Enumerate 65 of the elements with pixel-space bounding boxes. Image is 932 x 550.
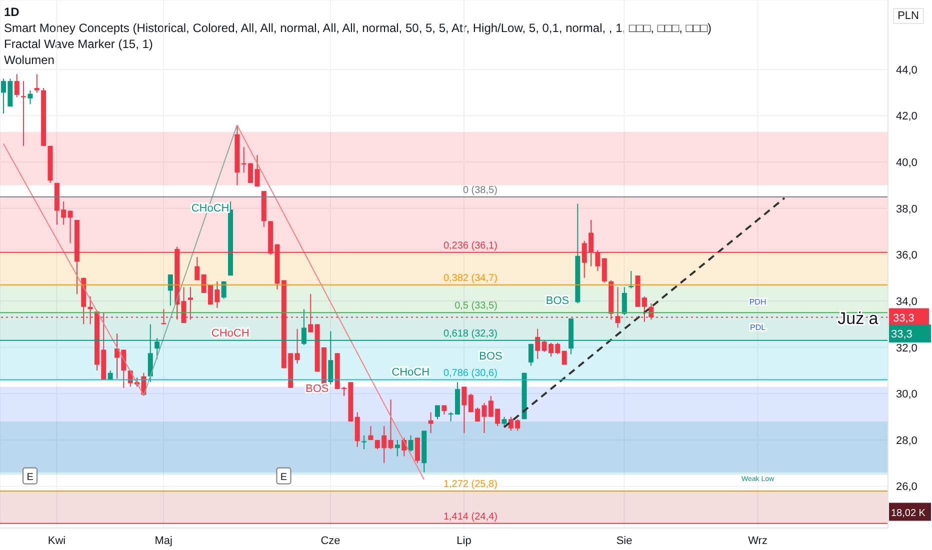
ref-line-label: 1,414 (24,4) xyxy=(443,511,498,522)
y-tick-label: 30,0 xyxy=(896,388,918,401)
annotation: E xyxy=(280,472,288,483)
candlestick xyxy=(462,386,467,434)
y-tick-label: 44,0 xyxy=(896,64,918,76)
candlestick xyxy=(528,343,534,366)
text: 33,3 xyxy=(891,328,912,340)
candlestick xyxy=(414,437,420,464)
annotation: PDH xyxy=(749,297,766,306)
chart-title: 1D xyxy=(4,4,20,20)
y-tick-label: 42,0 xyxy=(896,110,918,123)
candlestick xyxy=(428,412,434,434)
annotation: Fractal Wave Marker (15, 1) xyxy=(4,36,154,52)
candlestick xyxy=(622,286,627,316)
text: 18,02 K xyxy=(891,508,926,519)
annotation: PDL xyxy=(750,322,766,332)
annotation: BOS xyxy=(546,294,570,307)
candlestick xyxy=(294,328,300,364)
x-tick-label: Wrz xyxy=(748,534,768,547)
annotation: CHoCH xyxy=(211,327,250,340)
candlestick xyxy=(368,426,374,440)
ref-line-label: 0,786 (30,6) xyxy=(443,368,498,379)
letter-badge-icon: E xyxy=(276,467,292,484)
annotation: Już a xyxy=(838,309,879,328)
y-tick-label: 28,0 xyxy=(896,434,918,447)
ref-line-label: 0,5 (33,5) xyxy=(454,300,498,312)
candlestick xyxy=(221,280,226,300)
candlestick xyxy=(362,434,367,450)
candlestick xyxy=(394,440,400,457)
ref-line-label: 33,3 xyxy=(893,312,914,324)
annotation: CHoCH xyxy=(191,202,230,214)
annotation: Wolumen xyxy=(4,52,56,68)
annotation: CHoCH xyxy=(392,366,430,379)
x-tick-label: Cze xyxy=(320,534,340,547)
candlestick xyxy=(602,258,607,284)
ref-line-label: 1,272 (25,8) xyxy=(443,478,498,490)
y-axis-title: PLN xyxy=(892,8,924,24)
ref-line-label: 0,382 (34,7) xyxy=(443,272,498,284)
candlestick xyxy=(408,434,414,452)
y-tick-label: 32,0 xyxy=(896,342,918,354)
x-tick-label: Sie xyxy=(616,534,632,547)
candlestick xyxy=(502,416,507,427)
y-tick-label: 26,0 xyxy=(896,481,918,494)
y-tick-label: 40,0 xyxy=(896,157,918,170)
candlestick xyxy=(535,328,540,360)
candlestick xyxy=(168,274,173,306)
candlestick xyxy=(34,74,40,94)
x-tick-label: Maj xyxy=(154,534,172,547)
candlestick xyxy=(194,256,200,281)
y-tick-label: 34,0 xyxy=(896,296,918,308)
x-tick-label: Kwi xyxy=(48,534,66,547)
y-tick-label: 36,0 xyxy=(896,250,918,262)
candlestick xyxy=(434,404,440,420)
annotation: BOS xyxy=(479,350,502,363)
letter-badge-icon: E xyxy=(22,467,38,484)
annotation: E xyxy=(26,472,34,483)
candlestick xyxy=(14,74,20,98)
candlestick xyxy=(68,210,73,244)
candlestick xyxy=(21,80,26,146)
ref-line-label: 0,236 (36,1) xyxy=(443,240,498,252)
y-tick-label: 38,0 xyxy=(896,203,918,216)
candlestick xyxy=(28,90,33,105)
ref-line-label: 0 (38,5) xyxy=(462,184,498,196)
ref-line-label: 0,618 (32,3) xyxy=(443,328,498,340)
x-tick-label: Lip xyxy=(456,534,472,547)
